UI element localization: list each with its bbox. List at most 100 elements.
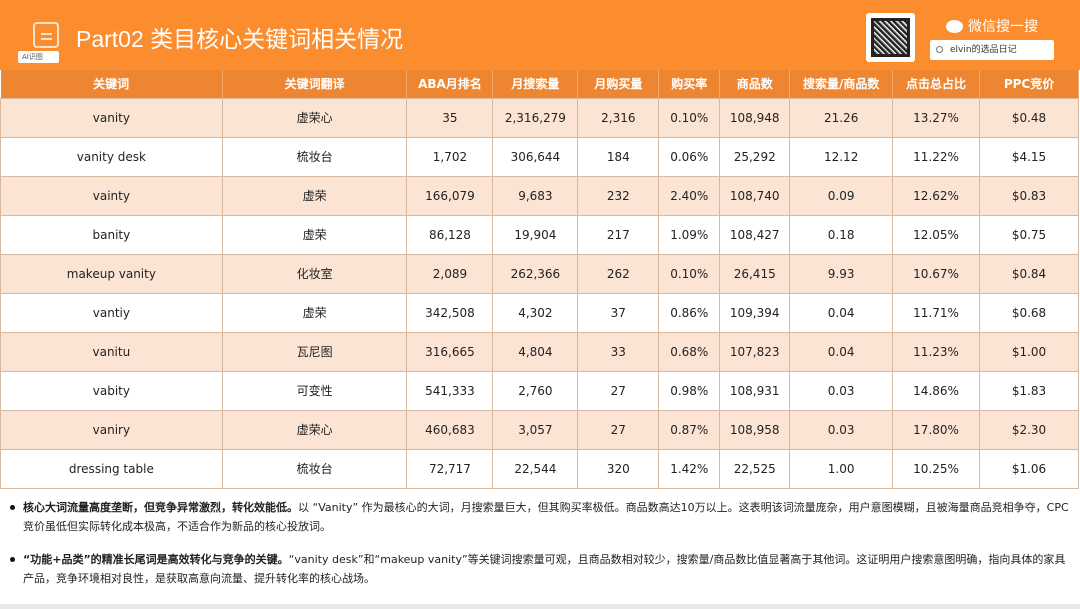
table-cell: 11.71% bbox=[892, 292, 981, 333]
table-cell: 0.68% bbox=[658, 331, 721, 372]
table-cell: banity bbox=[0, 214, 223, 255]
qr-code bbox=[866, 13, 915, 62]
table-cell: 541,333 bbox=[406, 370, 494, 411]
table-cell: 25,292 bbox=[719, 136, 791, 177]
table-cell: 0.18 bbox=[789, 214, 894, 255]
table-cell: 10.25% bbox=[892, 448, 981, 489]
table-cell: 2,089 bbox=[406, 253, 494, 294]
ai-recognize-button[interactable]: AI识图 bbox=[18, 51, 59, 63]
table-cell: 3,057 bbox=[492, 409, 579, 450]
table-cell: $1.06 bbox=[979, 448, 1079, 489]
table-cell: 21.26 bbox=[789, 97, 894, 138]
table-cell: 2,316 bbox=[577, 97, 660, 138]
table-cell: 梳妆台 bbox=[221, 448, 408, 489]
table-cell: 虚荣 bbox=[221, 175, 408, 216]
table-cell: 342,508 bbox=[406, 292, 494, 333]
column-header: PPC竞价 bbox=[979, 70, 1079, 98]
table-cell: 17.80% bbox=[892, 409, 981, 450]
bullet-icon bbox=[10, 505, 15, 510]
table-cell: 108,948 bbox=[719, 97, 791, 138]
table-cell: $0.75 bbox=[979, 214, 1079, 255]
table-cell: 0.04 bbox=[789, 331, 894, 372]
page-title: Part02 类目核心关键词相关情况 bbox=[76, 26, 404, 52]
table-cell: 10.67% bbox=[892, 253, 981, 294]
table-cell: dressing table bbox=[0, 448, 223, 489]
column-header: 月搜索量 bbox=[492, 70, 579, 98]
note-item: “功能+品类”的精准长尾词是高效转化与竞争的关键。“vanity desk”和“… bbox=[10, 550, 1070, 588]
table-cell: 86,128 bbox=[406, 214, 494, 255]
table-cell: 108,740 bbox=[719, 175, 791, 216]
table-cell: 瓦尼图 bbox=[221, 331, 408, 372]
table-cell: 306,644 bbox=[492, 136, 579, 177]
table-cell: 4,804 bbox=[492, 331, 579, 372]
table-cell: 108,427 bbox=[719, 214, 791, 255]
table-cell: 316,665 bbox=[406, 331, 494, 372]
table-cell: 0.09 bbox=[789, 175, 894, 216]
table-cell: 虚荣 bbox=[221, 214, 408, 255]
table-cell: 166,079 bbox=[406, 175, 494, 216]
table-cell: 19,904 bbox=[492, 214, 579, 255]
table-cell: 虚荣心 bbox=[221, 97, 408, 138]
table-cell: 12.12 bbox=[789, 136, 894, 177]
table-row: dressing table 梳妆台 72,717 22,544 320 1.42% 22,… bbox=[0, 448, 1079, 489]
column-header: 商品数 bbox=[719, 70, 791, 98]
table-cell: 27 bbox=[577, 370, 660, 411]
table-cell: 217 bbox=[577, 214, 660, 255]
table-cell: 1.09% bbox=[658, 214, 721, 255]
table-cell: $0.48 bbox=[979, 97, 1079, 138]
table-cell: 72,717 bbox=[406, 448, 494, 489]
table-cell: 22,544 bbox=[492, 448, 579, 489]
column-header: 关键词翻译 bbox=[222, 70, 408, 98]
table-cell: 12.62% bbox=[892, 175, 981, 216]
table-cell: 33 bbox=[577, 331, 660, 372]
table-cell: 化妆室 bbox=[221, 253, 408, 294]
table-cell: $0.68 bbox=[979, 292, 1079, 333]
table-cell: 460,683 bbox=[406, 409, 494, 450]
table-cell: makeup vanity bbox=[0, 253, 223, 294]
note-text: 以 “Vanity” 作为最核心的大词，月搜索量巨大，但其购买率极低。商品数高达… bbox=[23, 501, 1069, 533]
table-cell: 0.03 bbox=[789, 370, 894, 411]
column-header: 搜索量/商品数 bbox=[789, 70, 894, 98]
table-cell: $1.83 bbox=[979, 370, 1079, 411]
table-cell: vantiy bbox=[0, 292, 223, 333]
table-cell: 2,760 bbox=[492, 370, 579, 411]
table-cell: vanity desk bbox=[0, 136, 223, 177]
table-cell: 0.04 bbox=[789, 292, 894, 333]
table-cell: 232 bbox=[577, 175, 660, 216]
table-cell: vanitu bbox=[0, 331, 223, 372]
search-box[interactable]: elvin的选品日记 bbox=[930, 40, 1054, 60]
table-cell: 37 bbox=[577, 292, 660, 333]
table-cell: 虚荣心 bbox=[221, 409, 408, 450]
table-row: vanitu 瓦尼图 316,665 4,804 33 0.68% 107,823 0.04 1… bbox=[0, 331, 1079, 372]
table-cell: 26,415 bbox=[719, 253, 791, 294]
table-cell: 11.22% bbox=[892, 136, 981, 177]
table-cell: vabity bbox=[0, 370, 223, 411]
table-cell: $4.15 bbox=[979, 136, 1079, 177]
table-cell: vainty bbox=[0, 175, 223, 216]
table-cell: 320 bbox=[577, 448, 660, 489]
document-icon bbox=[33, 22, 59, 48]
table-row: vantiy 虚荣 342,508 4,302 37 0.86% 109,394 0.04 11… bbox=[0, 292, 1079, 333]
table-cell: 梳妆台 bbox=[221, 136, 408, 177]
table-cell: 107,823 bbox=[719, 331, 791, 372]
table-cell: 9,683 bbox=[492, 175, 579, 216]
table-cell: 184 bbox=[577, 136, 660, 177]
footer-strip bbox=[0, 604, 1080, 609]
table-cell: 0.10% bbox=[658, 253, 721, 294]
notes: 核心大词流量高度垄断，但竞争异常激烈，转化效能低。以 “Vanity” 作为最核… bbox=[10, 498, 1070, 602]
table-row: vabity 可变性 541,333 2,760 27 0.98% 108,931 0.03 1… bbox=[0, 370, 1079, 411]
table-cell: vaniry bbox=[0, 409, 223, 450]
table-cell: 虚荣 bbox=[221, 292, 408, 333]
note-bold: 核心大词流量高度垄断，但竞争异常激烈，转化效能低。 bbox=[23, 501, 298, 514]
table-row: vainty 虚荣 166,079 9,683 232 2.40% 108,740 0.09 1… bbox=[0, 175, 1079, 216]
search-text: elvin的选品日记 bbox=[950, 45, 1017, 55]
table-cell: $0.83 bbox=[979, 175, 1079, 216]
table-cell: 2,316,279 bbox=[492, 97, 579, 138]
table-cell: 0.86% bbox=[658, 292, 721, 333]
table-cell: 12.05% bbox=[892, 214, 981, 255]
table-cell: 262,366 bbox=[492, 253, 579, 294]
table-cell: 14.86% bbox=[892, 370, 981, 411]
table-cell: 1.42% bbox=[658, 448, 721, 489]
table-cell: 108,958 bbox=[719, 409, 791, 450]
wechat-label-text: 微信搜一搜 bbox=[968, 19, 1038, 35]
